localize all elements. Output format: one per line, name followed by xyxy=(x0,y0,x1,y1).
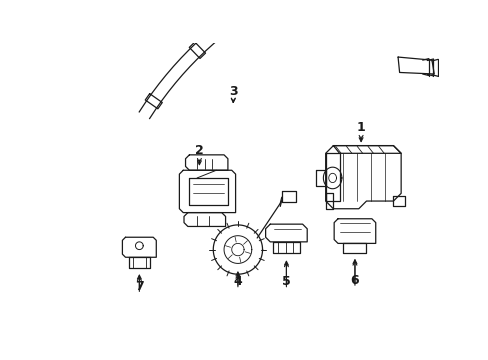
Polygon shape xyxy=(325,145,400,209)
Polygon shape xyxy=(122,237,156,257)
Polygon shape xyxy=(235,9,245,21)
Polygon shape xyxy=(145,94,162,109)
Polygon shape xyxy=(333,219,375,243)
Text: 5: 5 xyxy=(282,275,290,288)
Text: 1: 1 xyxy=(356,121,365,134)
Polygon shape xyxy=(393,195,404,206)
Polygon shape xyxy=(183,213,225,226)
Polygon shape xyxy=(273,242,299,253)
Polygon shape xyxy=(333,145,400,153)
Polygon shape xyxy=(185,155,227,170)
Polygon shape xyxy=(281,191,295,202)
Text: 2: 2 xyxy=(195,144,203,157)
Polygon shape xyxy=(179,170,235,213)
Polygon shape xyxy=(343,243,366,253)
Polygon shape xyxy=(325,193,333,209)
Text: 4: 4 xyxy=(233,275,242,288)
Polygon shape xyxy=(128,257,150,268)
Polygon shape xyxy=(316,170,325,186)
Polygon shape xyxy=(189,42,205,58)
Text: 7: 7 xyxy=(135,280,143,293)
Text: 3: 3 xyxy=(228,85,237,98)
Polygon shape xyxy=(265,224,306,242)
Text: 6: 6 xyxy=(350,274,359,287)
Polygon shape xyxy=(325,153,339,201)
Polygon shape xyxy=(397,57,433,74)
